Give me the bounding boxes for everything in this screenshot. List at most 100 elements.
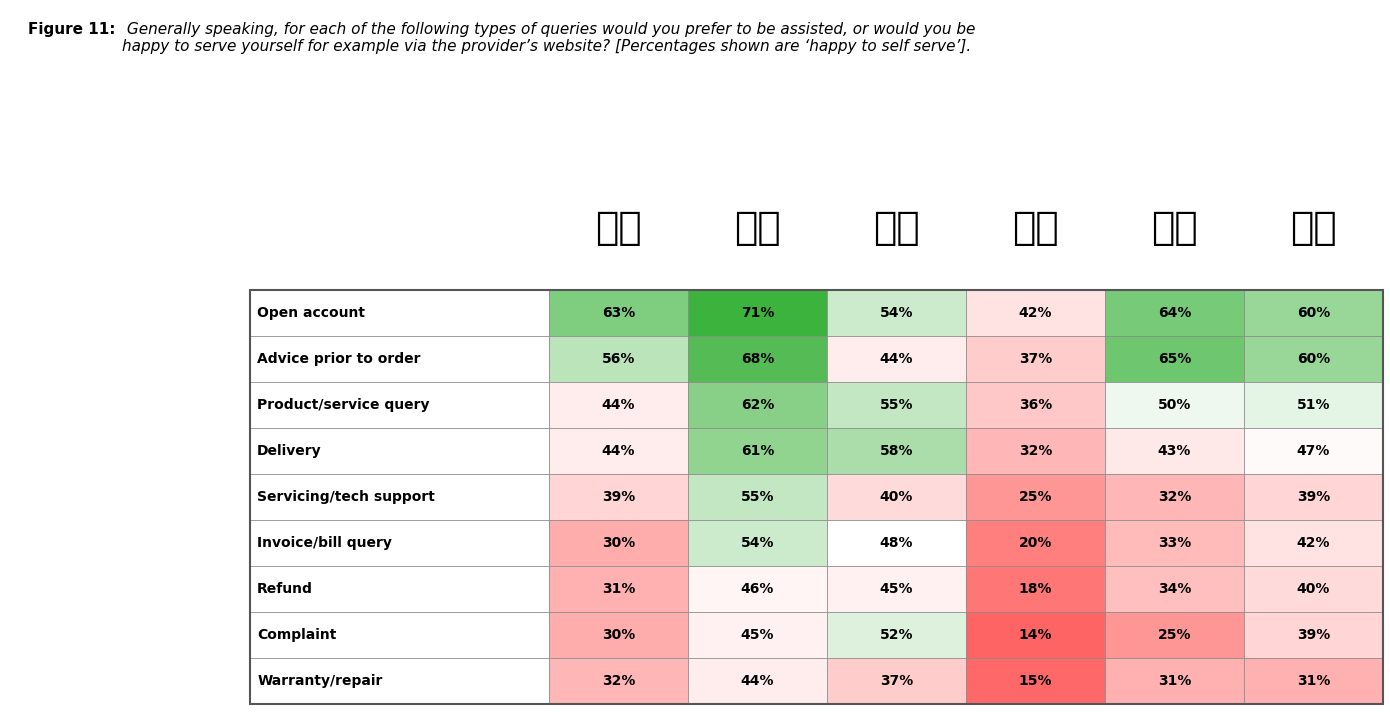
- Bar: [250, 290, 549, 336]
- Bar: [827, 612, 966, 658]
- Bar: [966, 383, 1105, 428]
- Bar: [250, 474, 549, 521]
- Text: Open account: Open account: [257, 306, 366, 320]
- Text: 45%: 45%: [741, 628, 774, 643]
- Bar: [688, 290, 827, 336]
- Text: 🇧🇪: 🇧🇪: [1290, 209, 1337, 247]
- Bar: [966, 521, 1105, 566]
- Bar: [827, 521, 966, 566]
- Bar: [688, 336, 827, 383]
- Text: 60%: 60%: [1297, 306, 1330, 320]
- Text: Refund: Refund: [257, 582, 313, 596]
- Text: 20%: 20%: [1019, 537, 1052, 550]
- Text: 65%: 65%: [1158, 352, 1191, 367]
- Bar: [250, 566, 549, 612]
- Bar: [1105, 566, 1244, 612]
- Bar: [1105, 521, 1244, 566]
- Text: 54%: 54%: [741, 537, 774, 550]
- Bar: [827, 428, 966, 474]
- Text: 44%: 44%: [602, 399, 635, 412]
- Bar: [827, 336, 966, 383]
- Text: Delivery: Delivery: [257, 444, 321, 458]
- Bar: [250, 658, 549, 704]
- Text: 14%: 14%: [1019, 628, 1052, 643]
- Text: 32%: 32%: [1019, 444, 1052, 458]
- Text: 50%: 50%: [1158, 399, 1191, 412]
- Text: 60%: 60%: [1297, 352, 1330, 367]
- Bar: [549, 336, 688, 383]
- Text: 52%: 52%: [880, 628, 913, 643]
- Text: 31%: 31%: [1158, 674, 1191, 688]
- Bar: [1105, 336, 1244, 383]
- Bar: [827, 658, 966, 704]
- Text: 18%: 18%: [1019, 582, 1052, 596]
- Text: 36%: 36%: [1019, 399, 1052, 412]
- Text: 55%: 55%: [880, 399, 913, 412]
- Text: 25%: 25%: [1158, 628, 1191, 643]
- Bar: [827, 566, 966, 612]
- Bar: [1105, 383, 1244, 428]
- Text: Servicing/tech support: Servicing/tech support: [257, 490, 435, 505]
- Text: Advice prior to order: Advice prior to order: [257, 352, 421, 367]
- Text: 25%: 25%: [1019, 490, 1052, 505]
- Bar: [1105, 658, 1244, 704]
- Text: 48%: 48%: [880, 537, 913, 550]
- Text: 44%: 44%: [880, 352, 913, 367]
- Bar: [1105, 428, 1244, 474]
- Bar: [1105, 612, 1244, 658]
- Bar: [549, 290, 688, 336]
- Text: 39%: 39%: [1297, 490, 1330, 505]
- Text: 43%: 43%: [1158, 444, 1191, 458]
- Bar: [827, 383, 966, 428]
- Bar: [1244, 658, 1383, 704]
- Bar: [1105, 290, 1244, 336]
- Bar: [966, 336, 1105, 383]
- Bar: [1244, 566, 1383, 612]
- Bar: [688, 658, 827, 704]
- Text: 45%: 45%: [880, 582, 913, 596]
- Text: 37%: 37%: [1019, 352, 1052, 367]
- Bar: [549, 521, 688, 566]
- Text: Figure 11:: Figure 11:: [28, 22, 115, 37]
- Bar: [1244, 521, 1383, 566]
- Bar: [1105, 474, 1244, 521]
- Text: 40%: 40%: [1297, 582, 1330, 596]
- Text: 34%: 34%: [1158, 582, 1191, 596]
- Bar: [966, 290, 1105, 336]
- Bar: [250, 383, 549, 428]
- Bar: [688, 383, 827, 428]
- Text: 32%: 32%: [1158, 490, 1191, 505]
- Bar: [1244, 428, 1383, 474]
- Text: 42%: 42%: [1019, 306, 1052, 320]
- Bar: [1244, 612, 1383, 658]
- Text: 31%: 31%: [602, 582, 635, 596]
- Bar: [688, 474, 827, 521]
- Bar: [827, 474, 966, 521]
- Text: 🇩🇪: 🇩🇪: [873, 209, 920, 247]
- Bar: [966, 474, 1105, 521]
- Bar: [827, 290, 966, 336]
- Text: 42%: 42%: [1297, 537, 1330, 550]
- Bar: [1244, 474, 1383, 521]
- Text: Generally speaking, for each of the following types of queries would you prefer : Generally speaking, for each of the foll…: [122, 22, 976, 54]
- Text: 58%: 58%: [880, 444, 913, 458]
- Text: 39%: 39%: [1297, 628, 1330, 643]
- Text: 47%: 47%: [1297, 444, 1330, 458]
- Text: 🇬🇧: 🇬🇧: [595, 209, 642, 247]
- Bar: [250, 612, 549, 658]
- Text: 🇫🇷: 🇫🇷: [734, 209, 781, 247]
- Text: 40%: 40%: [880, 490, 913, 505]
- Text: 61%: 61%: [741, 444, 774, 458]
- Text: 37%: 37%: [880, 674, 913, 688]
- Bar: [688, 612, 827, 658]
- Bar: [549, 658, 688, 704]
- Text: 62%: 62%: [741, 399, 774, 412]
- Bar: [966, 428, 1105, 474]
- Bar: [250, 428, 549, 474]
- Text: 54%: 54%: [880, 306, 913, 320]
- Bar: [1244, 336, 1383, 383]
- Text: 56%: 56%: [602, 352, 635, 367]
- Text: 32%: 32%: [602, 674, 635, 688]
- Bar: [549, 474, 688, 521]
- Text: 30%: 30%: [602, 628, 635, 643]
